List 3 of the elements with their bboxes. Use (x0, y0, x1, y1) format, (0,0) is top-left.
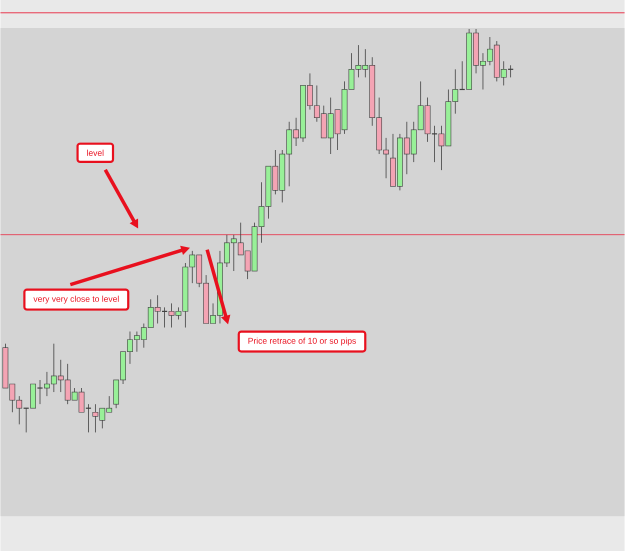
annotation: level (87, 150, 104, 156)
annotation: very very close to level (33, 296, 119, 304)
annotation: Price retrace of 10 or so pips (248, 337, 356, 346)
